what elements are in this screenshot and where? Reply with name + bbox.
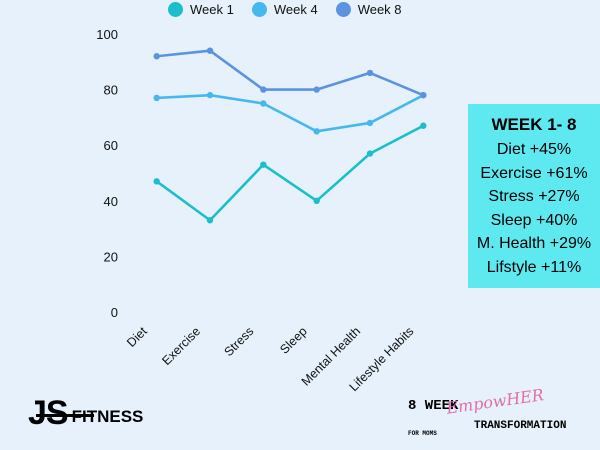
data-point-week-1-diet bbox=[153, 178, 160, 185]
x-tick-label-sleep: Sleep bbox=[277, 324, 310, 357]
summary-panel: WEEK 1- 8 Diet +45% Exercise +61% Stress… bbox=[468, 104, 600, 288]
brand-logo-fitness: FITNESS bbox=[71, 407, 144, 426]
data-point-week-1-mental-health bbox=[366, 150, 374, 157]
y-tick-label-20: 20 bbox=[104, 249, 118, 264]
legend-marker-week-1 bbox=[168, 2, 183, 17]
series-line-week-1 bbox=[155, 124, 425, 222]
summary-line-stress: Stress +27% bbox=[488, 188, 580, 205]
legend-item-week-8: Week 8 bbox=[335, 2, 402, 17]
legend-label-week-1: Week 1 bbox=[190, 2, 234, 17]
legend-label-week-8: Week 8 bbox=[357, 2, 402, 17]
legend-label-week-4: Week 4 bbox=[273, 2, 318, 17]
legend-item-week-1: Week 1 bbox=[168, 2, 234, 17]
series-line-week-4 bbox=[155, 93, 425, 133]
y-tick-label-80: 80 bbox=[104, 83, 118, 98]
y-tick-label-40: 40 bbox=[104, 194, 118, 209]
brand-underline bbox=[36, 414, 94, 417]
data-point-week-8-lifestyle-habits bbox=[420, 91, 427, 99]
data-point-week-4-exercise bbox=[206, 91, 214, 99]
series-line-week-8 bbox=[155, 49, 425, 97]
y-tick-label-60: 60 bbox=[104, 138, 118, 153]
program-logo-for-moms: FOR MOMS bbox=[408, 430, 437, 437]
program-logo: 8 WEEK EmpowHER FOR MOMS TRANSFORMATION bbox=[404, 385, 600, 446]
x-tick-label-diet: Diet bbox=[124, 324, 150, 350]
x-tick-label-exercise: Exercise bbox=[159, 324, 203, 368]
data-point-week-4-mental-health bbox=[366, 119, 374, 127]
summary-title: WEEK 1- 8 bbox=[491, 115, 577, 134]
data-point-week-8-diet bbox=[153, 53, 160, 60]
chart-legend: Week 1 Week 4 Week 8 bbox=[168, 2, 402, 17]
summary-line-mental-health: M. Health +29% bbox=[476, 235, 592, 252]
y-tick-label-0: 0 bbox=[111, 305, 118, 320]
x-tick-label-stress: Stress bbox=[221, 324, 256, 359]
summary-line-lifestyle: Lifstyle +11% bbox=[486, 258, 582, 276]
brand-logo-js: JS bbox=[28, 394, 69, 432]
data-point-week-1-stress bbox=[260, 161, 267, 168]
data-point-week-1-lifestyle-habits bbox=[420, 122, 427, 129]
summary-line-diet: Diet +45% bbox=[496, 141, 572, 158]
program-logo-8-week: 8 WEEK bbox=[408, 398, 459, 414]
legend-item-week-4: Week 4 bbox=[251, 2, 318, 17]
data-point-week-1-sleep bbox=[313, 197, 320, 204]
y-tick-label-100: 100 bbox=[96, 27, 118, 42]
data-point-week-4-stress bbox=[260, 100, 267, 107]
legend-marker-week-8 bbox=[335, 2, 351, 17]
data-point-week-8-sleep bbox=[313, 86, 320, 93]
data-point-week-8-stress bbox=[260, 86, 267, 93]
data-point-week-8-mental-health bbox=[366, 69, 374, 77]
data-point-week-4-diet bbox=[153, 94, 160, 102]
summary-line-sleep: Sleep +40% bbox=[490, 211, 578, 229]
data-point-week-1-exercise bbox=[206, 217, 214, 224]
data-point-week-4-sleep bbox=[313, 128, 320, 135]
data-point-week-8-exercise bbox=[206, 47, 214, 54]
legend-marker-week-4 bbox=[251, 2, 267, 17]
program-logo-transformation: TRANSFORMATION bbox=[474, 420, 567, 432]
brand-logo: JS FITNESS bbox=[28, 394, 144, 432]
summary-line-exercise: Exercise +61% bbox=[480, 164, 588, 182]
